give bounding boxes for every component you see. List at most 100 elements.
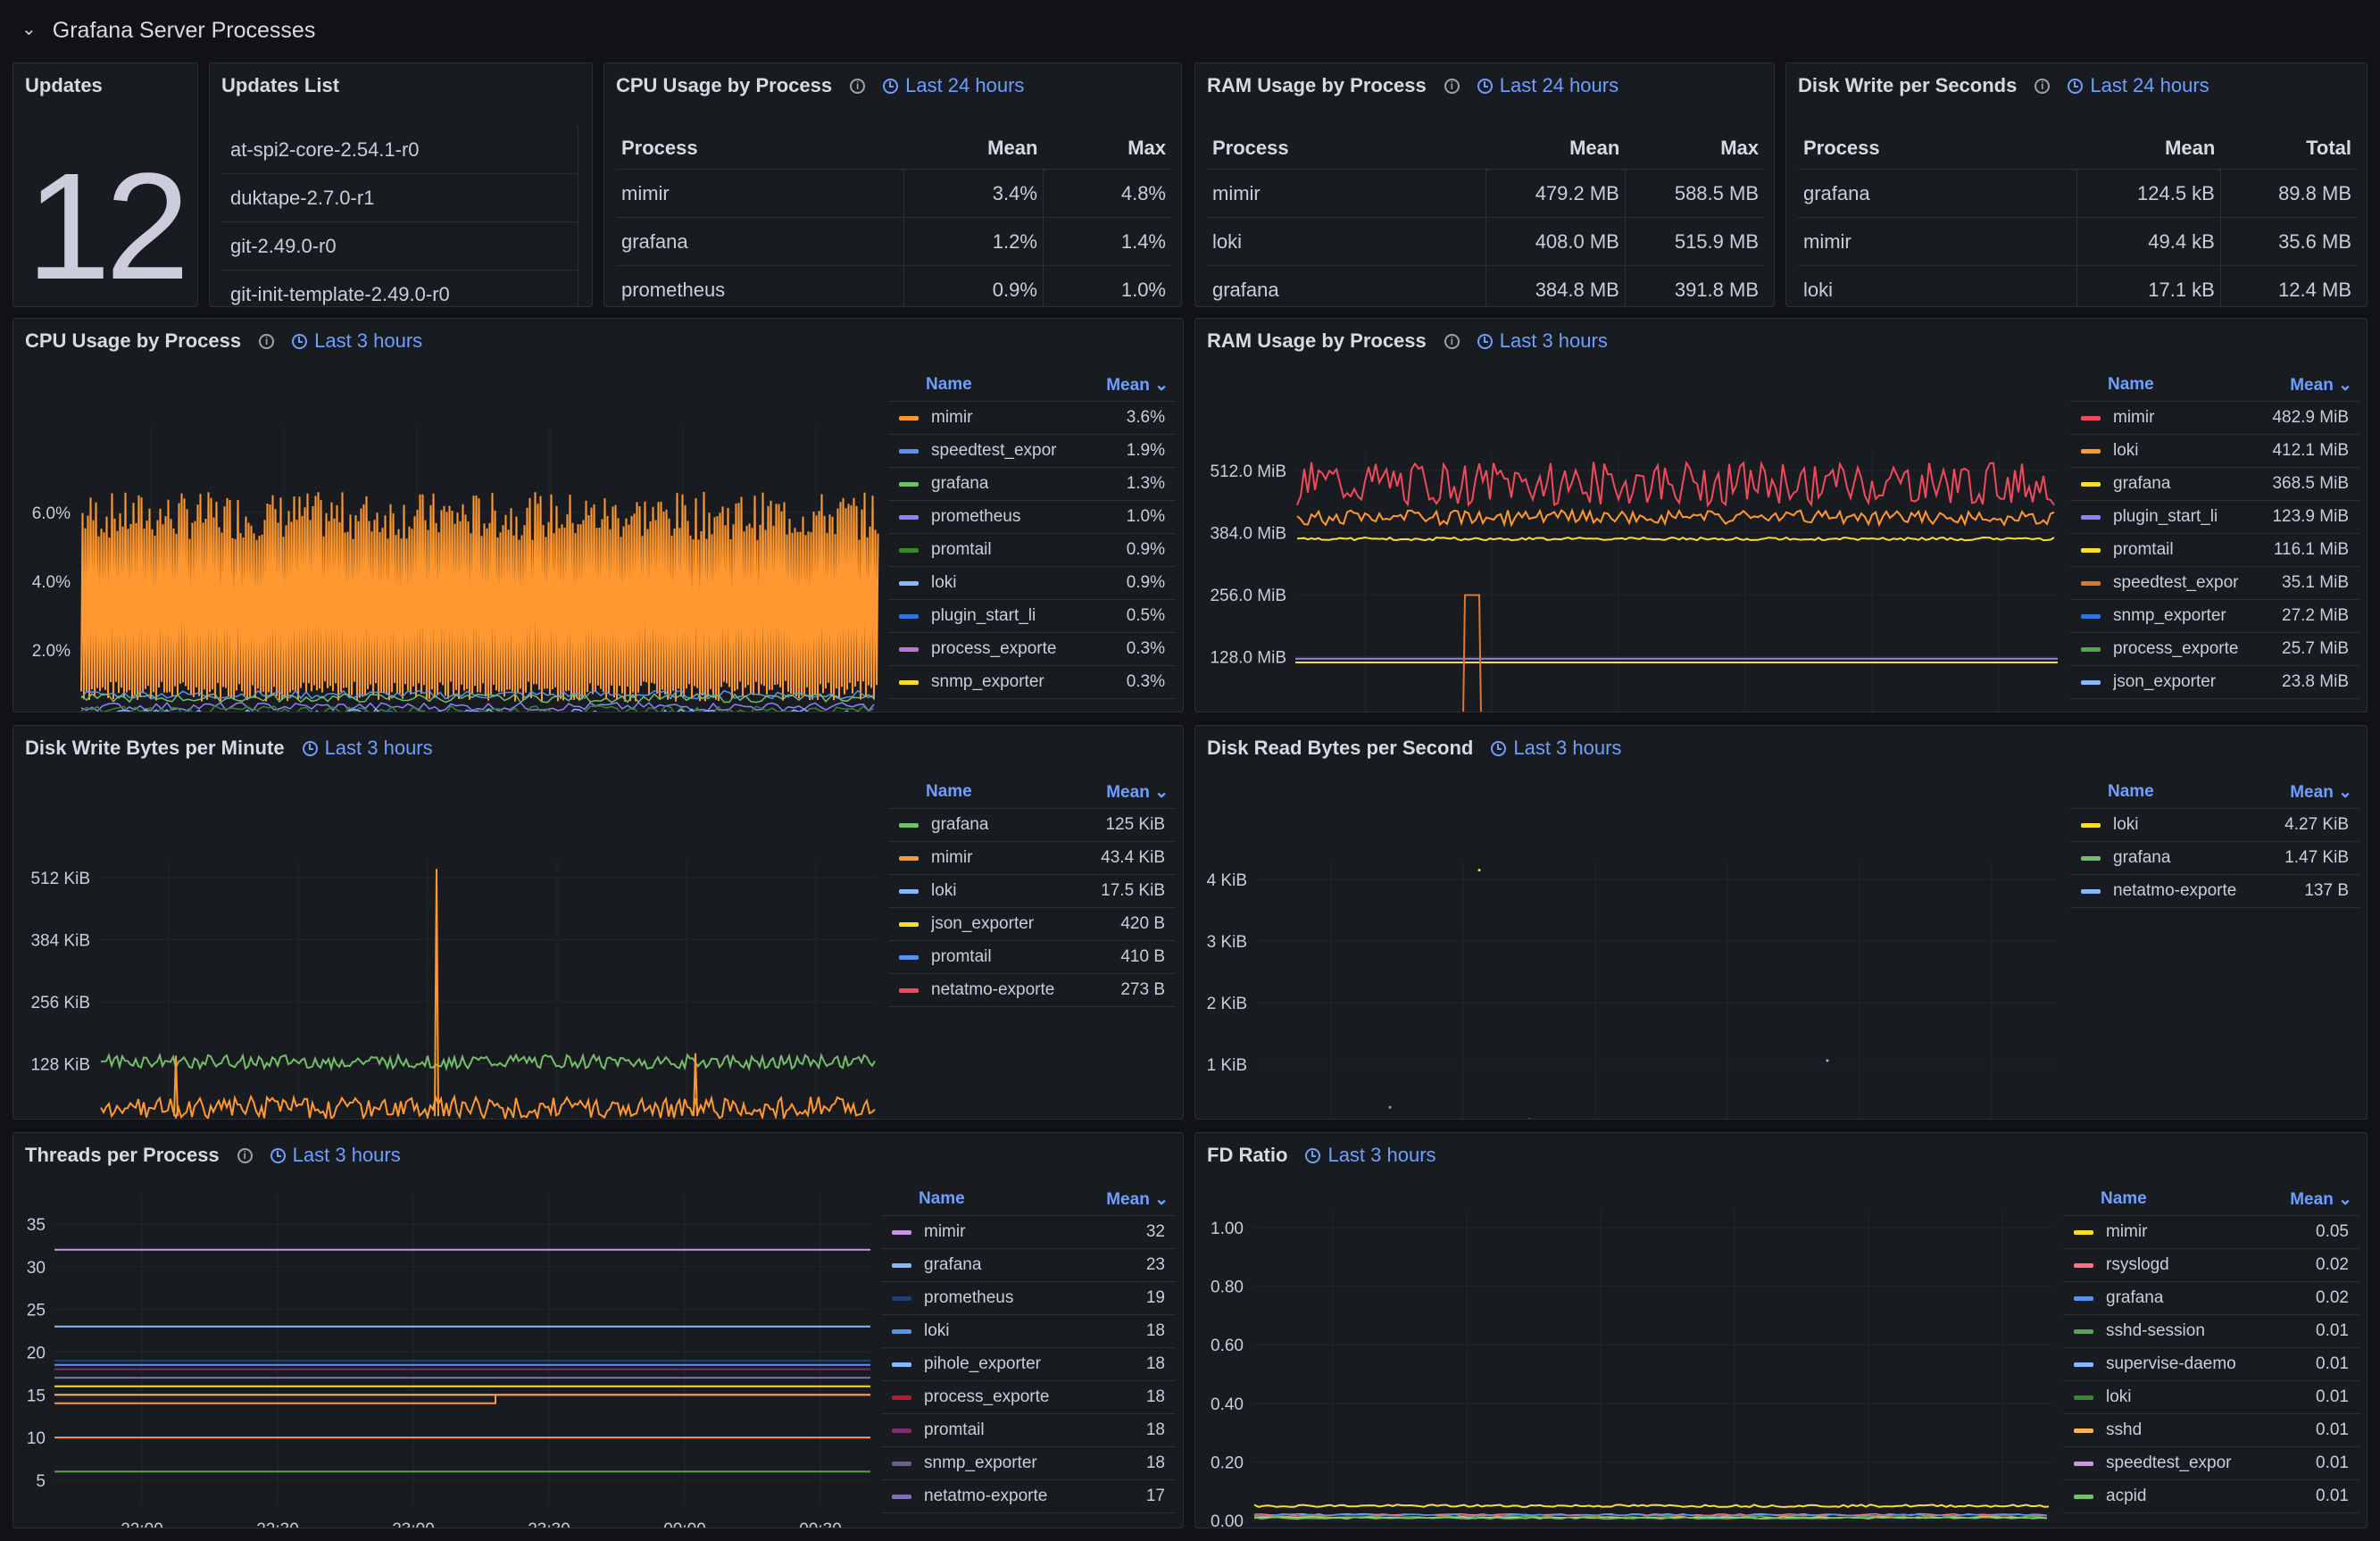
col-mean[interactable]: Mean	[2076, 128, 2221, 170]
legend-item[interactable]: promtail 0.9%	[888, 534, 1176, 567]
legend-item[interactable]: loki 412.1 MiB	[2070, 435, 2359, 468]
legend-item[interactable]: loki 4.27 KiB	[2070, 809, 2359, 842]
legend-item[interactable]: pihole_exporter 18	[881, 1348, 1176, 1381]
panel-header[interactable]: RAM Usage by Process i Last 24 hours	[1207, 71, 1619, 101]
legend-col-mean[interactable]: Mean ⌄	[2290, 1189, 2352, 1209]
info-icon[interactable]: i	[259, 333, 275, 349]
legend-col-name[interactable]: Name	[2108, 782, 2154, 801]
time-range[interactable]: Last 3 hours	[270, 1144, 401, 1167]
legend-item[interactable]: mimir 482.9 MiB	[2070, 402, 2359, 435]
fd-ratio-timeseries-chart[interactable]: 0.000.200.400.600.801.0022:0022:3023:002…	[1195, 1178, 2063, 1529]
legend-item[interactable]: grafana 1.3%	[888, 468, 1176, 501]
time-range[interactable]: Last 3 hours	[1477, 329, 1608, 353]
legend-col-name[interactable]: Name	[919, 1189, 965, 1208]
legend-col-name[interactable]: Name	[2101, 1189, 2147, 1208]
legend-item[interactable]: speedtest_expor 1.9%	[888, 435, 1176, 468]
col-total[interactable]: Total	[2220, 128, 2357, 170]
legend-item[interactable]: snmp_exporter 18	[881, 1447, 1176, 1480]
time-range[interactable]: Last 24 hours	[1477, 74, 1619, 97]
legend-item[interactable]: process_exporte 18	[881, 1381, 1176, 1414]
col-process[interactable]: Process	[616, 128, 903, 170]
legend-item[interactable]: plugin_start_li 123.9 MiB	[2070, 501, 2359, 534]
legend-item[interactable]: speedtest_expor 0.01	[2063, 1447, 2359, 1480]
panel-header[interactable]: Updates List	[221, 71, 339, 101]
legend-col-name[interactable]: Name	[2108, 375, 2154, 394]
threads-timeseries-chart[interactable]: 5 10 15 20 25 30 35 22:00 22:30 23:00 23:30 00:00 00…	[13, 1178, 881, 1529]
legend-col-name[interactable]: Name	[926, 782, 972, 801]
legend-col-mean[interactable]: Mean ⌄	[1106, 782, 1169, 802]
panel-header[interactable]: FD Ratio Last 3 hours	[1207, 1140, 1436, 1170]
legend-item[interactable]: supervise-daemo 0.01	[2063, 1348, 2359, 1381]
legend-item[interactable]: rsyslogd 0.02	[2063, 1249, 2359, 1282]
legend-item[interactable]: netatmo-exporte 137 B	[2070, 875, 2359, 908]
legend-item[interactable]: prometheus 19	[881, 1282, 1176, 1315]
legend-item[interactable]: process_exporte 25.7 MiB	[2070, 633, 2359, 666]
panel-header[interactable]: Updates	[25, 71, 103, 101]
legend-item[interactable]: grafana 1.47 KiB	[2070, 842, 2359, 875]
time-range[interactable]: Last 3 hours	[302, 737, 433, 760]
col-process[interactable]: Process	[1207, 128, 1485, 170]
legend-item[interactable]: grafana 0.02	[2063, 1282, 2359, 1315]
legend-item[interactable]: json_exporter 420 B	[888, 908, 1176, 941]
legend-item[interactable]: promtail 18	[881, 1414, 1176, 1447]
legend-item[interactable]: acpid 0.01	[2063, 1480, 2359, 1513]
legend-col-mean[interactable]: Mean ⌄	[1106, 1189, 1169, 1209]
legend-item[interactable]: sshd 0.01	[2063, 1414, 2359, 1447]
legend-col-mean[interactable]: Mean ⌄	[2290, 375, 2352, 395]
row-header[interactable]: ⌄ Grafana Server Processes	[21, 12, 315, 48]
col-process[interactable]: Process	[1798, 128, 2076, 170]
time-range[interactable]: Last 24 hours	[2068, 74, 2209, 97]
legend-item[interactable]: mimir 43.4 KiB	[888, 842, 1176, 875]
col-mean[interactable]: Mean	[1485, 128, 1626, 170]
legend-item[interactable]: netatmo-exporte 273 B	[888, 974, 1176, 1007]
info-icon[interactable]: i	[1444, 78, 1460, 94]
legend-item[interactable]: mimir 0.05	[2063, 1216, 2359, 1249]
time-range[interactable]: Last 24 hours	[883, 74, 1024, 97]
legend-item[interactable]: mimir 3.6%	[888, 402, 1176, 435]
panel-header[interactable]: CPU Usage by Process i Last 3 hours	[25, 326, 422, 356]
panel-header[interactable]: Threads per Process i Last 3 hours	[25, 1140, 401, 1170]
legend-item[interactable]: snmp_exporter 27.2 MiB	[2070, 600, 2359, 633]
ram-timeseries-chart[interactable]: 0.0 B 128.0 MiB 256.0 MiB 384.0 MiB 512.0 Mi…	[1195, 363, 2070, 712]
legend-item[interactable]: loki 18	[881, 1315, 1176, 1348]
legend-item[interactable]: sshd-session 0.01	[2063, 1315, 2359, 1348]
time-range[interactable]: Last 3 hours	[1491, 737, 1621, 760]
panel-header[interactable]: Disk Write per Seconds i Last 24 hours	[1798, 71, 2209, 101]
legend-item[interactable]: grafana 23	[881, 1249, 1176, 1282]
legend-item[interactable]: loki 17.5 KiB	[888, 875, 1176, 908]
info-icon[interactable]: i	[237, 1147, 253, 1163]
legend-col-name[interactable]: Name	[926, 375, 972, 394]
time-range[interactable]: Last 3 hours	[292, 329, 422, 353]
legend-item[interactable]: promtail 116.1 MiB	[2070, 534, 2359, 567]
legend-item[interactable]: netatmo-exporte 17	[881, 1480, 1176, 1513]
panel-header[interactable]: RAM Usage by Process i Last 3 hours	[1207, 326, 1608, 356]
chevron-down-icon[interactable]: ⌄	[21, 19, 37, 39]
legend-item[interactable]: prometheus 1.0%	[888, 501, 1176, 534]
legend-item[interactable]: plugin_start_li 0.5%	[888, 600, 1176, 633]
legend-col-mean[interactable]: Mean ⌄	[1106, 375, 1169, 395]
info-icon[interactable]: i	[2035, 78, 2051, 94]
legend-item[interactable]: loki 0.01	[2063, 1381, 2359, 1414]
panel-header[interactable]: Disk Read Bytes per Second Last 3 hours	[1207, 733, 1621, 763]
legend-item[interactable]: json_exporter 23.8 MiB	[2070, 666, 2359, 699]
col-max[interactable]: Max	[1043, 128, 1171, 170]
col-max[interactable]: Max	[1625, 128, 1764, 170]
legend-item[interactable]: speedtest_expor 35.1 MiB	[2070, 567, 2359, 600]
cpu-timeseries-chart[interactable]: 0.0%2.0%4.0%6.0%22:0022:3023:0023:3000:0…	[13, 363, 888, 712]
legend-item[interactable]: mimir 32	[881, 1216, 1176, 1249]
panel-header[interactable]: CPU Usage by Process i Last 24 hours	[616, 71, 1024, 101]
legend-item[interactable]: snmp_exporter 0.3%	[888, 666, 1176, 699]
legend-item[interactable]: process_exporte 0.3%	[888, 633, 1176, 666]
legend-item[interactable]: grafana 125 KiB	[888, 809, 1176, 842]
col-mean[interactable]: Mean	[903, 128, 1044, 170]
legend-item[interactable]: grafana 368.5 MiB	[2070, 468, 2359, 501]
legend-item[interactable]: promtail 410 B	[888, 941, 1176, 974]
legend-item[interactable]: loki 0.9%	[888, 567, 1176, 600]
time-range[interactable]: Last 3 hours	[1305, 1144, 1436, 1167]
legend-col-mean[interactable]: Mean ⌄	[2290, 782, 2352, 802]
info-icon[interactable]: i	[850, 78, 866, 94]
panel-header[interactable]: Disk Write Bytes per Minute Last 3 hours	[25, 733, 433, 763]
info-icon[interactable]: i	[1444, 333, 1460, 349]
